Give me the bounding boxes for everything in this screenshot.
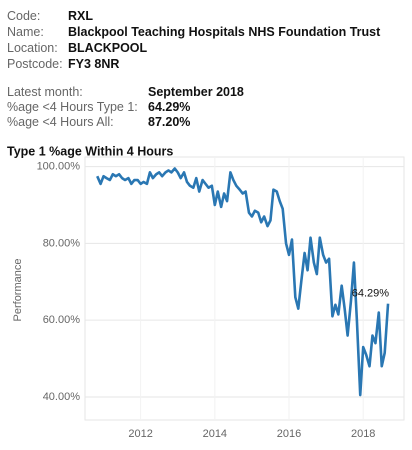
stat-value: September 2018 (148, 85, 244, 99)
info-value: Blackpool Teaching Hospitals NHS Foundat… (68, 25, 381, 39)
info-value: BLACKPOOL (68, 41, 148, 55)
y-tick-label: 40.00% (43, 391, 81, 403)
y-tick-label: 80.00% (43, 237, 81, 249)
y-tick-label: 60.00% (43, 314, 81, 326)
stat-label: Latest month: (7, 85, 83, 99)
x-tick-label: 2014 (203, 428, 227, 440)
stat-value: 87.20% (148, 115, 191, 129)
info-label: Location: (7, 41, 58, 55)
data-line (96, 167, 390, 397)
stat-value: 64.29% (148, 100, 191, 114)
x-tick-label: 2012 (128, 428, 152, 440)
stat-label: %age <4 Hours All: (7, 115, 114, 129)
info-label: Code: (7, 9, 41, 23)
x-tick-label: 2018 (351, 428, 375, 440)
info-label: Name: (7, 25, 44, 39)
y-tick-label: 100.00% (37, 161, 81, 173)
end-label: 64.29% (352, 288, 390, 300)
info-label: Postcode: (7, 57, 63, 71)
info-value: FY3 8NR (68, 57, 120, 71)
x-tick-label: 2016 (277, 428, 301, 440)
plot-frame (84, 156, 405, 421)
y-axis-label: Performance (12, 259, 24, 322)
stat-label: %age <4 Hours Type 1: (7, 100, 138, 114)
chart-title: Type 1 %age Within 4 Hours (7, 144, 173, 158)
info-value: RXL (68, 9, 93, 23)
